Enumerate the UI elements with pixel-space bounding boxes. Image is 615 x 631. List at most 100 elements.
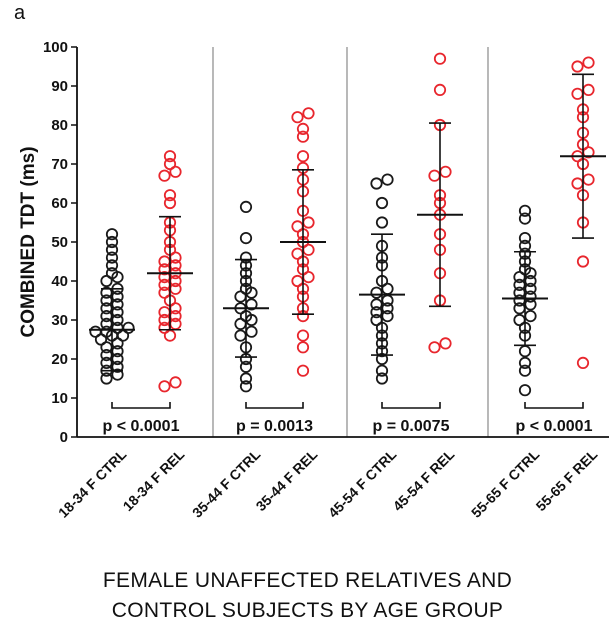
x-tick-label: 18-34 F CTRL (55, 446, 130, 521)
p-value-label: p = 0.0075 (373, 418, 450, 435)
data-point (375, 216, 389, 229)
y-tick-label: 70 (51, 156, 68, 173)
x-axis-title-line-1: FEMALE UNAFFECTED RELATIVES AND (102, 569, 513, 592)
data-point (381, 173, 394, 186)
scatter-chart: 0 10 20 30 40 50 60 70 80 90 100 COMBINED TDT (ms) p… (18, 39, 609, 521)
data-point (518, 232, 532, 245)
data-point (576, 255, 590, 268)
x-tick-label: 55-65 F REL (532, 446, 600, 514)
data-point (296, 341, 310, 354)
data-point (158, 380, 171, 393)
data-point (158, 306, 171, 319)
data-point (239, 372, 253, 385)
data-point (296, 150, 310, 163)
data-point (239, 380, 253, 393)
data-point (370, 286, 383, 299)
x-axis-title-line-2: CONTROL SUBJECTS BY AGE GROUP (111, 599, 504, 622)
y-tick-label: 90 (51, 78, 68, 95)
data-point (163, 196, 177, 210)
data-point (571, 177, 584, 190)
data-point (163, 150, 177, 163)
data-point (105, 228, 119, 241)
data-point (428, 169, 441, 182)
data-point (296, 329, 310, 342)
x-tick-label: 55-65 F CTRL (468, 446, 543, 521)
data-point (439, 165, 452, 178)
y-tick-label: 50 (51, 234, 68, 251)
data-point (105, 251, 119, 264)
x-tick-label: 45-54 F CTRL (325, 446, 400, 521)
data-point (296, 364, 310, 377)
x-tick-label: 45-54 F REL (389, 446, 457, 514)
data-point (245, 325, 258, 338)
data-point (302, 107, 315, 120)
data-point (381, 294, 394, 307)
data-point (518, 356, 532, 369)
data-point (100, 372, 113, 385)
data-point (518, 364, 532, 377)
data-point (524, 309, 537, 323)
data-point (518, 384, 532, 397)
data-point (239, 232, 253, 245)
data-point (296, 122, 310, 135)
data-point (105, 235, 119, 249)
data-point (433, 83, 447, 97)
comparison-bracket (381, 402, 441, 409)
data-point (576, 356, 590, 369)
data-point (89, 325, 102, 338)
comparison-bracket (245, 402, 304, 409)
y-tick-label: 40 (51, 273, 68, 290)
data-point (291, 220, 304, 233)
data-point (370, 177, 383, 190)
comparison-bracket (111, 402, 171, 409)
data-point (513, 313, 526, 327)
data-point (571, 87, 584, 100)
data-point (291, 247, 304, 260)
panel-label: a (14, 2, 26, 24)
y-tick-label: 60 (51, 195, 68, 212)
data-point (582, 173, 595, 186)
data-point (375, 196, 389, 210)
data-point (122, 321, 135, 334)
data-point (439, 337, 452, 350)
data-point (433, 52, 447, 65)
data-point (370, 298, 383, 311)
x-tick-label: 35-44 F CTRL (189, 446, 264, 521)
data-point (375, 364, 389, 377)
data-point (163, 157, 177, 171)
data-point (163, 189, 177, 202)
comparison-bracket (524, 402, 584, 409)
y-axis-title: COMBINED TDT (ms) (18, 146, 39, 337)
p-value-label: p < 0.0001 (516, 418, 593, 435)
data-point (302, 216, 315, 229)
data-point (428, 341, 441, 354)
data-point (234, 329, 247, 342)
y-tick-label: 30 (51, 312, 68, 329)
data-point (239, 360, 253, 373)
y-tick-label: 20 (51, 351, 68, 368)
data-point (296, 130, 310, 143)
x-tick-label: 18-34 F REL (119, 446, 187, 514)
y-tick-label: 10 (51, 390, 68, 407)
x-axis-title: FEMALE UNAFFECTED RELATIVES AND CONTROL … (0, 566, 615, 626)
y-tick-label: 80 (51, 117, 68, 134)
x-tick-label: 35-44 F REL (252, 446, 320, 514)
data-point (158, 255, 171, 268)
p-value-label: p < 0.0001 (103, 418, 180, 435)
data-point (111, 368, 124, 381)
data-point (582, 83, 595, 97)
data-point (518, 212, 532, 225)
data-point (518, 204, 532, 217)
data-point (571, 60, 584, 73)
data-point (375, 372, 389, 385)
data-point (105, 259, 119, 272)
data-point (291, 111, 304, 124)
data-point (239, 200, 253, 213)
data-point (105, 267, 119, 280)
data-point (291, 274, 304, 288)
data-point (158, 169, 171, 182)
data-point (169, 376, 182, 389)
y-tick-label: 0 (60, 429, 68, 446)
data-point (518, 345, 532, 358)
y-tick-label: 100 (43, 39, 68, 56)
